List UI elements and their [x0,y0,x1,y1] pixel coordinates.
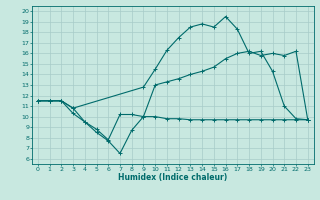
X-axis label: Humidex (Indice chaleur): Humidex (Indice chaleur) [118,173,228,182]
